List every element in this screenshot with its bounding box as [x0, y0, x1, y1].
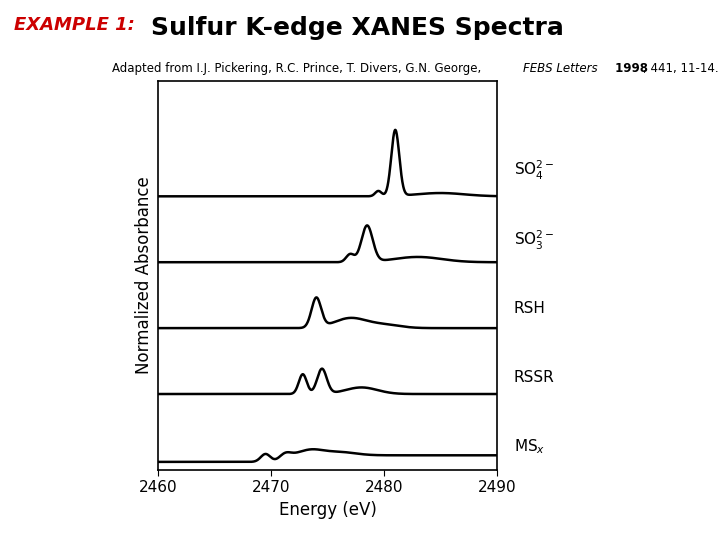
Text: SO$_3^{2-}$: SO$_3^{2-}$ — [514, 229, 554, 252]
Text: RSSR: RSSR — [514, 370, 554, 385]
Text: EXAMPLE 1:: EXAMPLE 1: — [14, 16, 135, 34]
Text: , 441, 11-14.: , 441, 11-14. — [643, 62, 719, 75]
Text: FEBS Letters: FEBS Letters — [523, 62, 598, 75]
Text: 1998: 1998 — [611, 62, 647, 75]
Text: MS$_x$: MS$_x$ — [514, 437, 545, 456]
Text: Adapted from I.J. Pickering, R.C. Prince, T. Divers, G.N. George,: Adapted from I.J. Pickering, R.C. Prince… — [112, 62, 485, 75]
Text: Sulfur K-edge XANES Spectra: Sulfur K-edge XANES Spectra — [151, 16, 564, 40]
X-axis label: Energy (eV): Energy (eV) — [279, 501, 377, 519]
Text: SO$_4^{2-}$: SO$_4^{2-}$ — [514, 158, 554, 181]
Y-axis label: Normalized Absorbance: Normalized Absorbance — [135, 177, 153, 374]
Text: RSH: RSH — [514, 301, 546, 316]
